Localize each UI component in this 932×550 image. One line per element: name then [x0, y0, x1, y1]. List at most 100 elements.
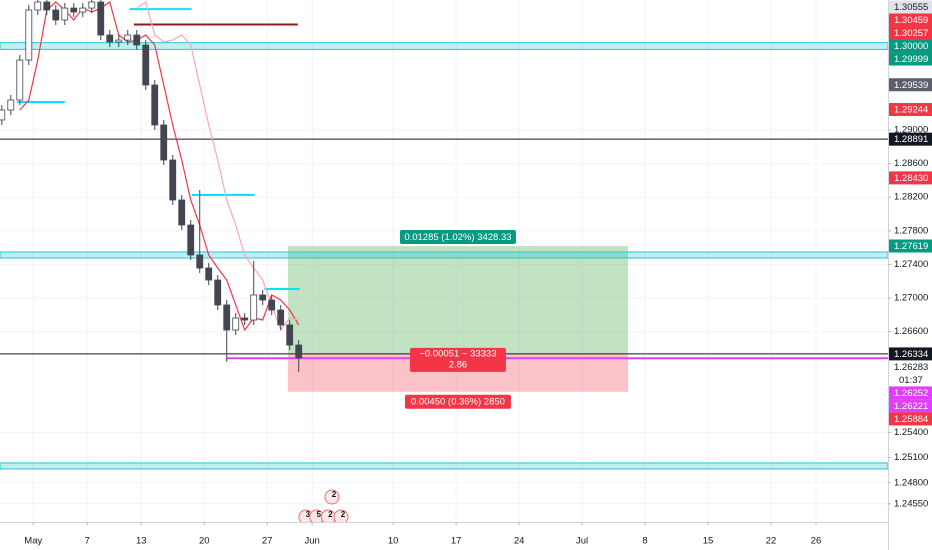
- x-tick-label: May: [24, 536, 42, 547]
- x-tick-label: 8: [642, 536, 647, 547]
- x-tick-label: 22: [766, 536, 777, 547]
- mid-label: −0.00051 ~ 33333: [419, 348, 496, 359]
- price-badge-label: 1.30257: [894, 28, 928, 39]
- candle-body: [259, 294, 267, 301]
- x-tick-label: 20: [199, 536, 210, 547]
- price-badge: [889, 412, 932, 426]
- x-tick-label: 27: [262, 536, 273, 547]
- target-label: 0.01285 (1.02%) 3428.33: [404, 232, 511, 243]
- candle-body: [61, 7, 69, 21]
- candle-body: [169, 159, 177, 201]
- candle-body: [124, 34, 132, 41]
- target-label-bg: [399, 230, 516, 245]
- candle-body: [70, 7, 78, 13]
- event-count: 2: [328, 510, 333, 519]
- candle-body: [196, 254, 204, 269]
- y-tick-label: 1.28200: [894, 192, 928, 203]
- price-badge-label: 1.29539: [894, 80, 928, 91]
- candle-body: [142, 44, 150, 86]
- price-badge: [889, 103, 932, 117]
- candle-body: [25, 9, 33, 61]
- countdown: 01:37: [899, 375, 923, 386]
- candle-body: [0, 109, 6, 121]
- price-axis: [888, 0, 932, 550]
- candle-body: [250, 294, 258, 321]
- x-tick-label: 15: [703, 536, 714, 547]
- candle-body: [277, 309, 285, 326]
- candle-body: [88, 1, 96, 9]
- candle-body: [223, 304, 231, 331]
- price-badge-label: 1.27619: [894, 241, 928, 252]
- y-tick-label: 1.27000: [894, 293, 928, 304]
- candle-body: [160, 124, 168, 161]
- candle-body: [16, 59, 24, 101]
- x-tick-label: 17: [451, 536, 462, 547]
- price-badge-label: 1.30459: [894, 15, 928, 26]
- candle-body: [268, 299, 276, 311]
- price-badge: [889, 171, 932, 185]
- x-tick-label: 26: [811, 536, 822, 547]
- x-tick-label: Jun: [305, 536, 320, 547]
- y-tick-label: 1.24800: [894, 477, 928, 488]
- price-badge: [889, 386, 932, 400]
- y-tick-label: 1.27800: [894, 225, 928, 236]
- candle-body: [178, 199, 186, 226]
- price-badge-label: 1.26334: [894, 349, 928, 360]
- price-badge: [889, 0, 932, 14]
- stop-label: 0.00450 (0.36%) 2850: [411, 397, 505, 408]
- y-tick-label: 1.29000: [894, 125, 928, 136]
- candle-body: [295, 344, 303, 359]
- price-badge: [889, 78, 932, 92]
- price-badge-label: 1.28891: [894, 134, 928, 145]
- zone-band: [0, 251, 888, 259]
- candle-body: [205, 267, 213, 281]
- candle-body: [106, 34, 114, 43]
- event-count: 2: [341, 510, 346, 519]
- candle-body: [286, 324, 294, 346]
- time-axis: [0, 522, 888, 550]
- plot: [0, 0, 888, 522]
- zone-band: [0, 42, 888, 50]
- price-badge-label: 1.30555: [894, 2, 928, 13]
- price-badge: [889, 52, 932, 66]
- price-badge: [889, 399, 932, 413]
- event-count: 5: [316, 510, 321, 519]
- ratio-label: 2.86: [449, 359, 468, 370]
- price-badge: [889, 39, 932, 53]
- candle-body: [151, 84, 159, 126]
- price-badge: [889, 239, 932, 253]
- candle-body: [7, 99, 15, 111]
- profit-zone: [287, 246, 628, 354]
- mid-label-bg: [409, 347, 506, 372]
- x-tick-label: 7: [85, 536, 90, 547]
- candle-body: [241, 317, 249, 321]
- x-tick-label: 13: [136, 536, 147, 547]
- y-tick-label: 1.26600: [894, 326, 928, 337]
- candle-body: [187, 224, 195, 256]
- y-tick-label: 1.28600: [894, 158, 928, 169]
- price-badge-label: 1.29999: [894, 54, 928, 65]
- event-icon: [324, 489, 340, 505]
- x-tick-label: 10: [388, 536, 399, 547]
- price-badge: [889, 132, 932, 146]
- y-tick-label: 1.24550: [894, 498, 928, 509]
- price-badge-label: 1.25884: [894, 414, 928, 425]
- candle-body: [232, 317, 240, 331]
- price-badge: [889, 26, 932, 40]
- y-tick-label: 1.25400: [894, 427, 928, 438]
- price-badge-label: 1.28430: [894, 173, 928, 184]
- candle-body: [97, 1, 105, 36]
- candle-body: [34, 1, 42, 11]
- price-badge-label: 1.30000: [894, 41, 928, 52]
- price-badge-label: 1.29244: [894, 105, 928, 116]
- x-tick-label: Jul: [576, 536, 588, 547]
- y-tick-label: 1.25100: [894, 452, 928, 463]
- candle-body: [52, 9, 60, 21]
- x-tick-label: 24: [514, 536, 525, 547]
- candle-body: [115, 39, 123, 43]
- price-badge: [889, 13, 932, 27]
- price-badge-label: 1.26283: [894, 362, 928, 373]
- price-badge: [889, 347, 932, 361]
- price-badge-label: 1.26252: [894, 388, 928, 399]
